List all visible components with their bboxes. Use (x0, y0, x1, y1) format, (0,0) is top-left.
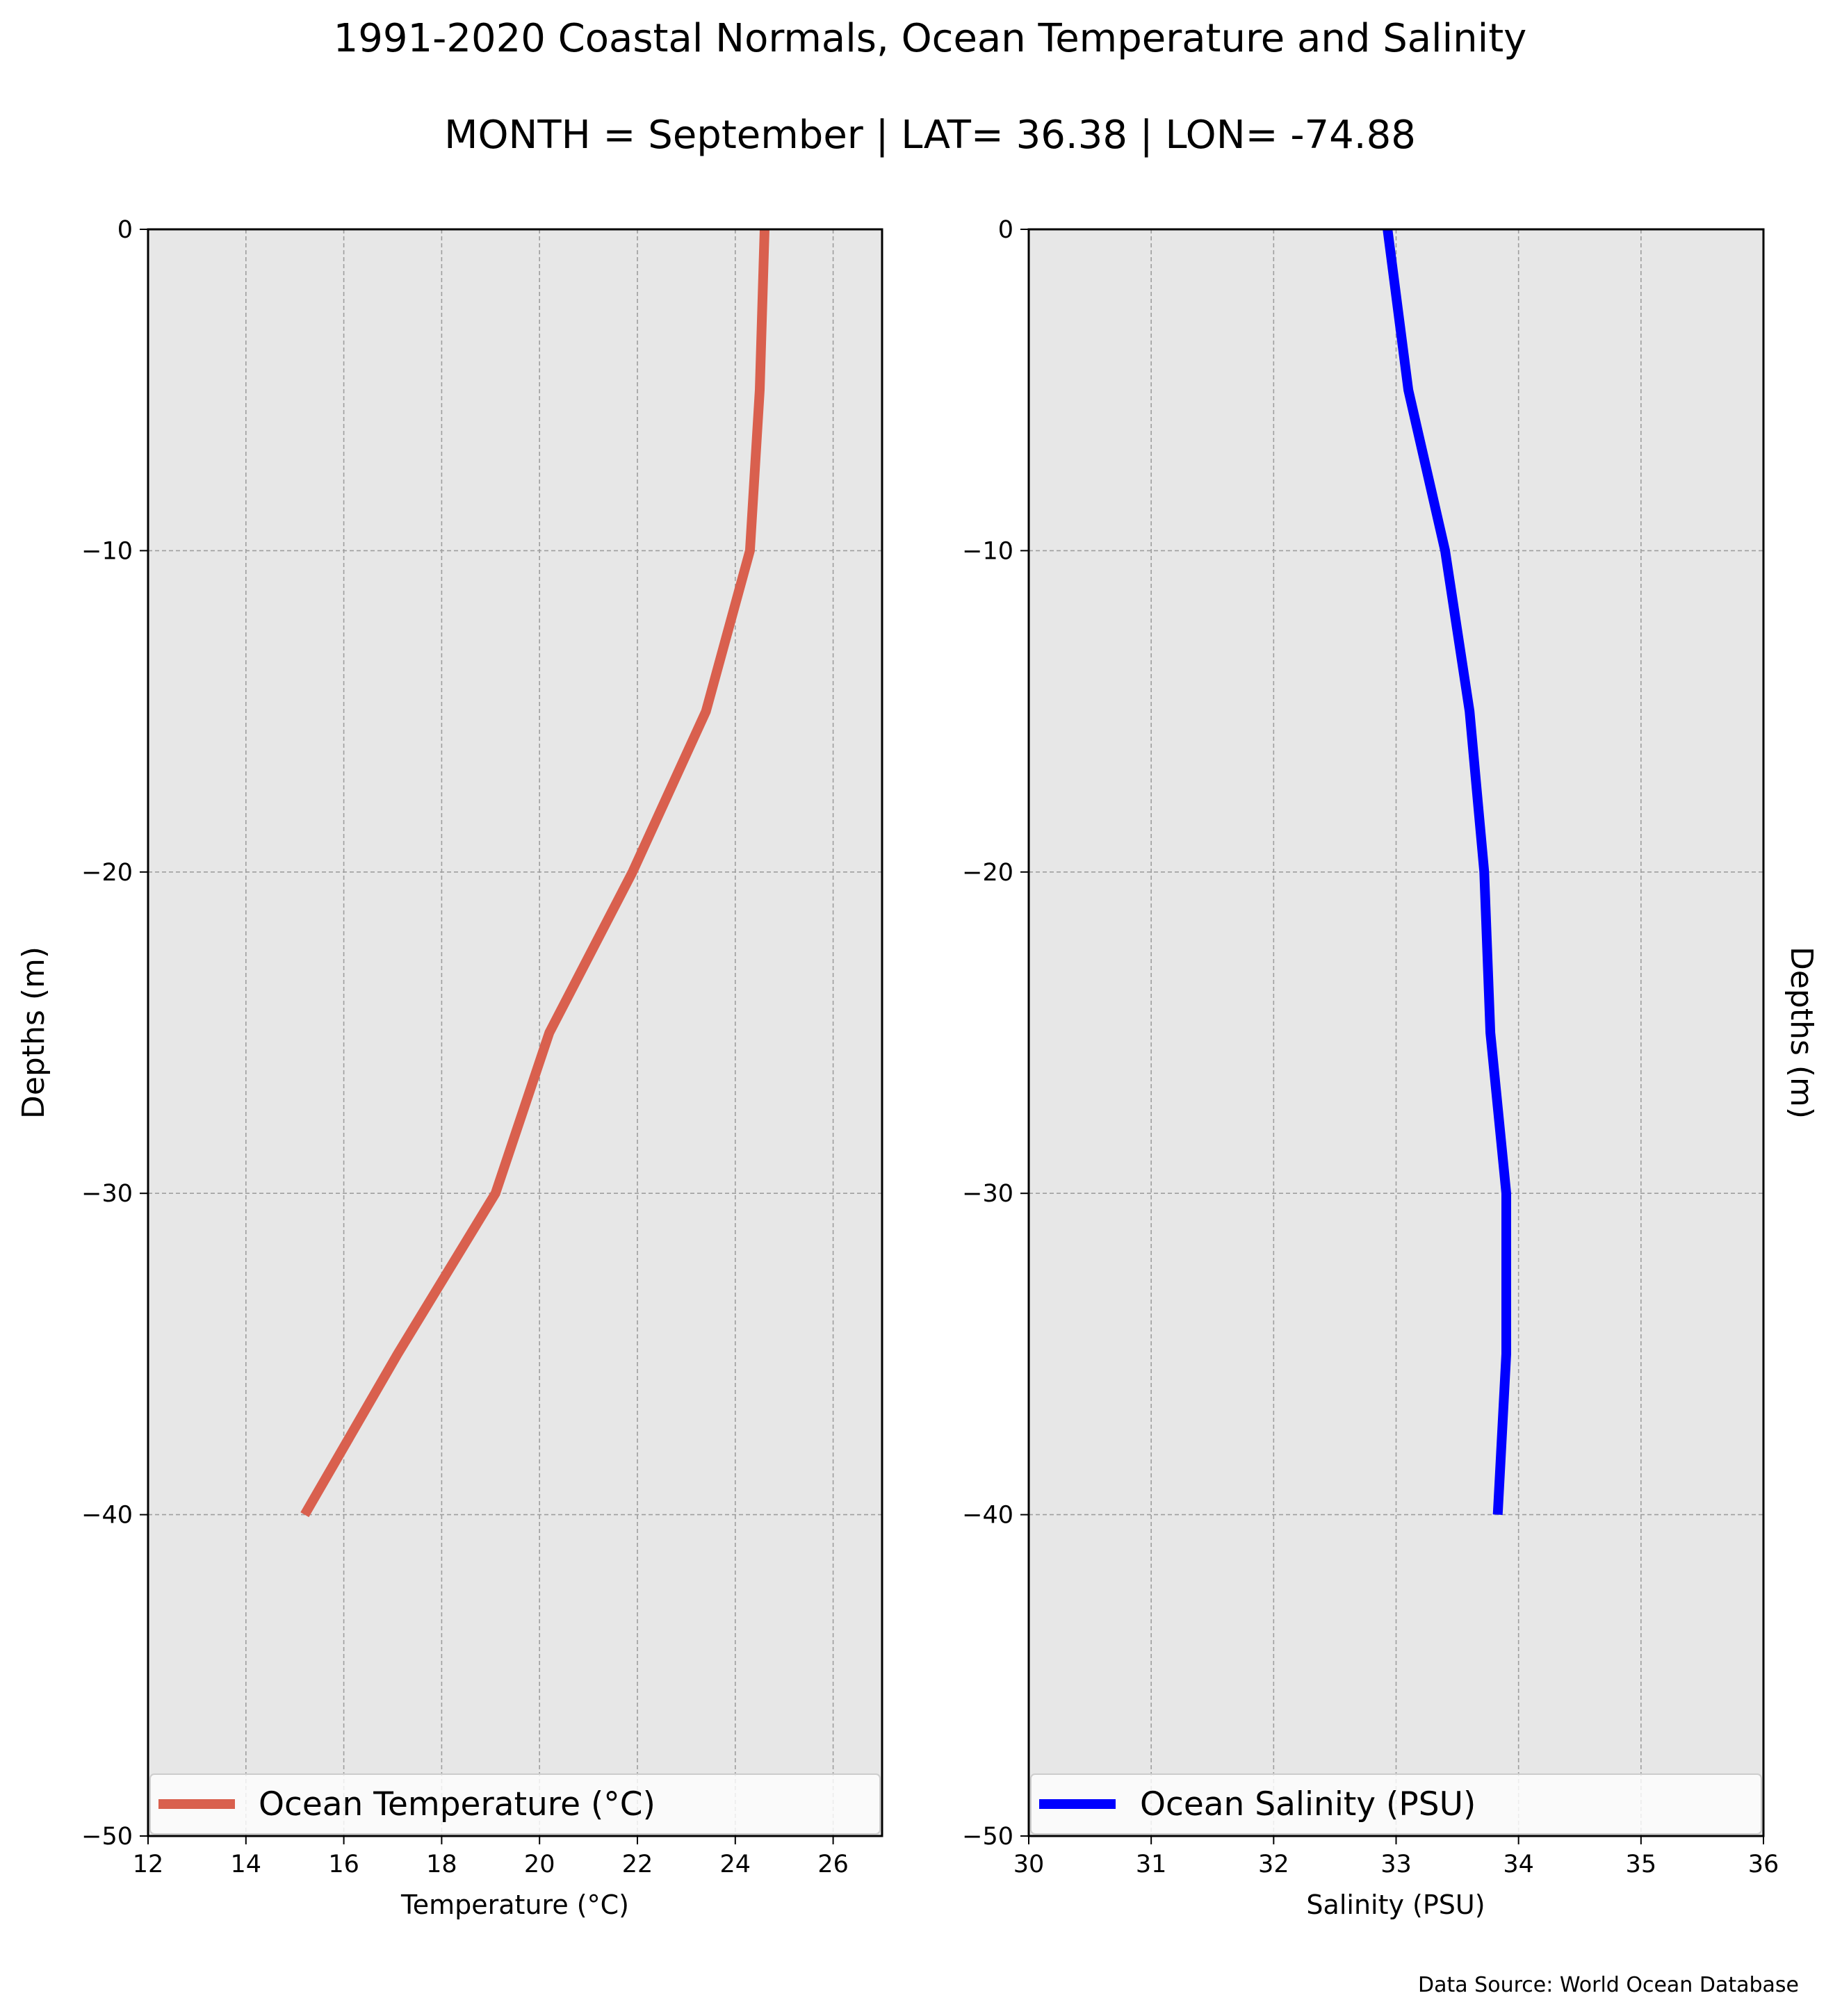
x-tick-label: 31 (1136, 1851, 1167, 1878)
x-tick-label: 12 (133, 1851, 164, 1878)
x-tick-label: 26 (817, 1851, 849, 1878)
x-tick-label: 35 (1626, 1851, 1657, 1878)
salinity-series-line (1383, 229, 1511, 1515)
chart-subtitle: MONTH = September | LAT= 36.38 | LON= -7… (444, 113, 1416, 158)
salinity-ticks: 30 31 32 33 34 35 36 0 −10 −20 −30 −40 −50 (962, 216, 1779, 1878)
x-tick-label: 20 (524, 1851, 555, 1878)
temperature-plot-area (148, 229, 882, 1836)
temperature-legend: Ocean Temperature (°C) (149, 1773, 881, 1835)
temperature-x-axis-label: Temperature (°C) (400, 1890, 629, 1920)
x-tick-label: 14 (231, 1851, 262, 1878)
salinity-legend-label: Ocean Salinity (PSU) (1140, 1785, 1476, 1824)
salinity-x-axis-label: Salinity (PSU) (1306, 1890, 1485, 1920)
x-tick-label: 16 (328, 1851, 359, 1878)
y-tick-label: −20 (962, 859, 1013, 887)
x-tick-label: 32 (1258, 1851, 1289, 1878)
salinity-legend: Ocean Salinity (PSU) (1030, 1773, 1762, 1835)
temperature-legend-box (149, 1773, 881, 1835)
y-tick-label: −40 (962, 1502, 1013, 1530)
x-tick-label: 18 (426, 1851, 457, 1878)
x-tick-label: 30 (1013, 1851, 1045, 1878)
data-source-note: Data Source: World Ocean Database (1418, 1973, 1799, 1997)
y-tick-label: 0 (117, 216, 133, 244)
temperature-panel: Ocean Temperature (°C) 12 14 16 18 20 22 24 26 0… (16, 216, 883, 1920)
y-tick-label: −30 (81, 1180, 133, 1208)
chart-title: 1991-2020 Coastal Normals, Ocean Tempera… (334, 16, 1527, 61)
temperature-ticks: 12 14 16 18 20 22 24 26 0 −10 −20 −30 −40 −50 (81, 216, 849, 1878)
x-tick-label: 36 (1748, 1851, 1779, 1878)
temperature-y-axis-label: Depths (m) (16, 946, 51, 1119)
temperature-frame (147, 228, 883, 1837)
y-tick-label: −10 (962, 537, 1013, 565)
salinity-panel: Ocean Salinity (PSU) 30 31 32 33 34 35 36 0 −10 −… (962, 216, 1819, 1920)
y-tick-label: 0 (998, 216, 1013, 244)
temperature-series-line (300, 229, 769, 1518)
y-tick-label: −10 (81, 537, 133, 565)
y-tick-label: −50 (81, 1823, 133, 1851)
temperature-legend-label: Ocean Temperature (°C) (259, 1785, 655, 1824)
x-tick-label: 22 (622, 1851, 653, 1878)
x-tick-label: 33 (1380, 1851, 1412, 1878)
x-tick-label: 34 (1503, 1851, 1534, 1878)
y-tick-label: −20 (81, 859, 133, 887)
salinity-legend-box (1030, 1773, 1762, 1835)
y-tick-label: −50 (962, 1823, 1013, 1851)
salinity-y-axis-label: Depths (m) (1784, 946, 1819, 1119)
y-tick-label: −30 (962, 1180, 1013, 1208)
x-tick-label: 24 (720, 1851, 751, 1878)
y-tick-label: −40 (81, 1502, 133, 1530)
